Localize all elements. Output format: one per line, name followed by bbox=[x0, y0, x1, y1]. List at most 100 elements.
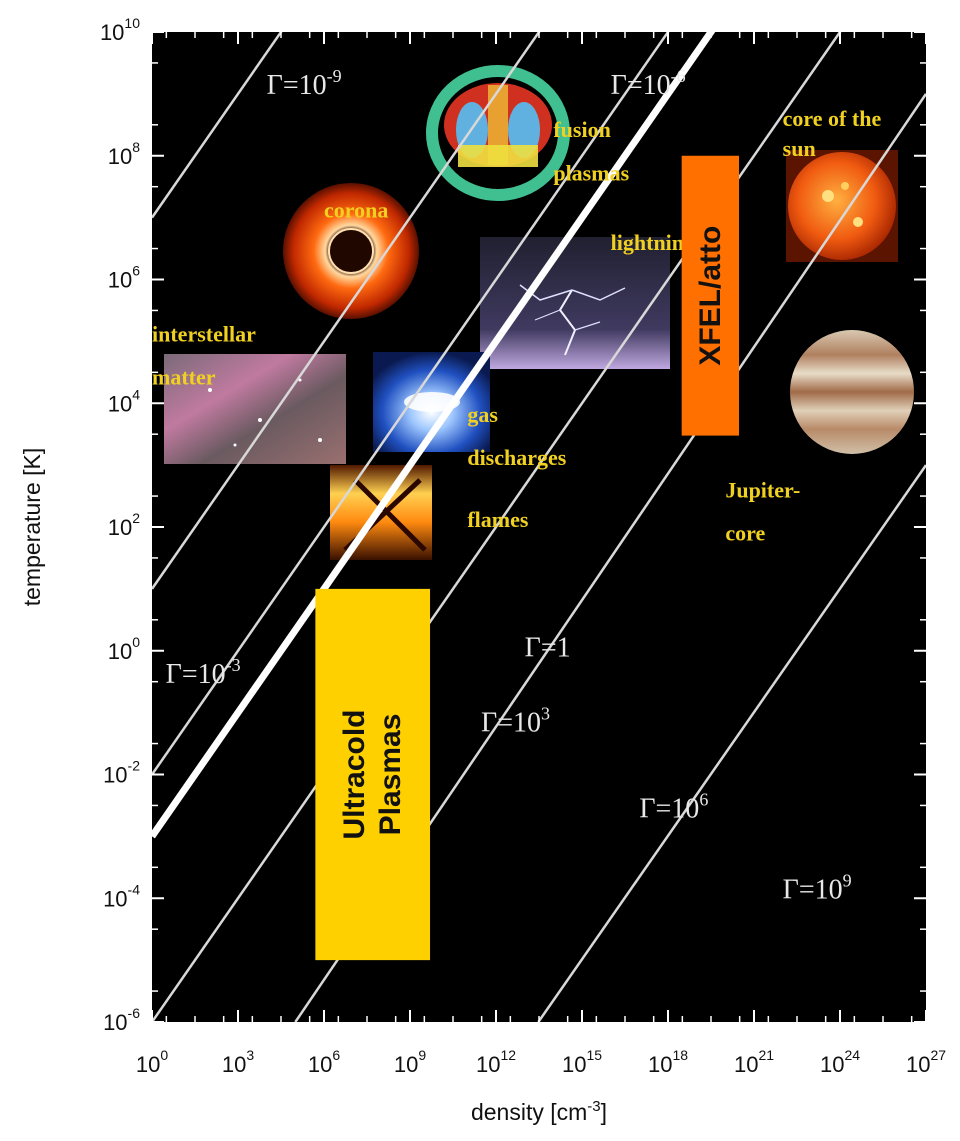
x-axis-ticks: 100 103 106 109 1012 1015 1018 1021 1024 1027 bbox=[136, 32, 946, 1077]
y-tick-base: 10 bbox=[108, 515, 132, 540]
y-tick-label-4: 102 bbox=[108, 510, 140, 540]
y-tick-label-8: 1010 bbox=[100, 15, 140, 45]
highlight-box-label-0-1: Plasmas bbox=[374, 714, 407, 836]
x-axis-label-sup: -3 bbox=[587, 1098, 600, 1115]
highlight-box-label-0-0: Ultracold bbox=[338, 709, 371, 839]
gamma-line-4 bbox=[152, 32, 842, 1022]
annotation-11: Jupiter- bbox=[725, 477, 800, 502]
y-tick-exp: 10 bbox=[124, 15, 140, 31]
y-tick-exp: -4 bbox=[128, 881, 141, 897]
gamma-line-2 bbox=[152, 32, 670, 776]
y-tick-label-1: 10-4 bbox=[103, 881, 140, 911]
annotation-0: corona bbox=[324, 198, 388, 223]
y-tick-base: 10 bbox=[100, 20, 124, 45]
gamma-label-3: Γ=1 bbox=[525, 633, 571, 664]
y-tick-exp: 0 bbox=[132, 634, 140, 650]
gamma-label-base: Γ=10 bbox=[481, 707, 541, 738]
y-tick-base: 10 bbox=[108, 144, 132, 169]
x-tick-label-5: 1015 bbox=[562, 1047, 602, 1077]
x-tick-exp: 9 bbox=[418, 1047, 426, 1063]
annotation-2: plasmas bbox=[553, 160, 629, 185]
annotation-3: core of the bbox=[783, 106, 882, 131]
gamma-label-base: Γ=10 bbox=[639, 794, 699, 825]
x-tick-label-4: 1012 bbox=[476, 1047, 516, 1077]
x-axis-label-main: density [cm bbox=[471, 1099, 587, 1125]
annotation-5: lightning bbox=[611, 230, 695, 255]
highlight-box-0 bbox=[315, 588, 431, 961]
gamma-label-exp: 3 bbox=[541, 703, 550, 723]
interstellar-matter-image bbox=[164, 354, 346, 464]
annotation-1: fusion bbox=[553, 117, 610, 142]
y-axis-label: temperature [K] bbox=[19, 448, 45, 607]
y-tick-exp: 2 bbox=[132, 510, 140, 526]
x-tick-base: 10 bbox=[906, 1052, 930, 1077]
x-tick-label-0: 100 bbox=[136, 1047, 168, 1077]
y-tick-label-3: 100 bbox=[108, 634, 140, 664]
x-tick-label-2: 106 bbox=[308, 1047, 340, 1077]
x-tick-exp: 6 bbox=[332, 1047, 340, 1063]
y-tick-exp: -6 bbox=[128, 1005, 141, 1021]
x-tick-label-8: 1024 bbox=[820, 1047, 860, 1077]
annotation-8: gas bbox=[467, 402, 498, 427]
annotation-10: flames bbox=[467, 507, 529, 532]
annotation-9: discharges bbox=[467, 445, 566, 470]
x-tick-exp: 3 bbox=[246, 1047, 254, 1063]
object-annotations: corona fusion plasmas core of the sun lightni… bbox=[152, 106, 881, 545]
x-tick-label-9: 1027 bbox=[906, 1047, 946, 1077]
lightning-image bbox=[480, 237, 670, 369]
gamma-label-1: Γ=10-6 bbox=[611, 66, 686, 101]
x-tick-base: 10 bbox=[820, 1052, 844, 1077]
annotation-12: core bbox=[725, 521, 765, 546]
x-tick-label-3: 109 bbox=[394, 1047, 426, 1077]
y-tick-base: 10 bbox=[108, 268, 132, 293]
annotation-4: sun bbox=[783, 136, 816, 161]
gamma-line-6 bbox=[537, 464, 926, 1022]
gamma-label-base: Γ=10 bbox=[611, 70, 671, 101]
gamma-label-exp: -9 bbox=[327, 66, 342, 86]
gamma-label-base: Γ=10 bbox=[166, 659, 226, 690]
x-tick-base: 10 bbox=[222, 1052, 246, 1077]
x-axis-label-close: ] bbox=[601, 1099, 607, 1125]
gamma-label-base: Γ=10 bbox=[783, 874, 843, 905]
x-tick-base: 10 bbox=[734, 1052, 758, 1077]
gamma-line-3 bbox=[152, 32, 716, 839]
annotation-7: matter bbox=[152, 365, 216, 390]
x-tick-label-1: 103 bbox=[222, 1047, 254, 1077]
gamma-label-4: Γ=103 bbox=[481, 703, 550, 738]
y-tick-label-5: 104 bbox=[108, 386, 140, 416]
x-tick-exp: 27 bbox=[930, 1047, 946, 1063]
x-tick-base: 10 bbox=[562, 1052, 586, 1077]
gamma-label-exp: 6 bbox=[699, 790, 708, 810]
axis-minor-ticks bbox=[152, 32, 926, 1022]
y-tick-base: 10 bbox=[108, 639, 132, 664]
jupiter-image bbox=[790, 330, 914, 454]
annotation-6: interstellar bbox=[152, 321, 256, 346]
x-tick-exp: 12 bbox=[500, 1047, 516, 1063]
x-tick-label-6: 1018 bbox=[648, 1047, 688, 1077]
sun-image bbox=[786, 150, 898, 262]
gamma-label-0: Γ=10-9 bbox=[267, 66, 342, 101]
y-tick-label-6: 106 bbox=[108, 263, 140, 293]
x-tick-base: 10 bbox=[648, 1052, 672, 1077]
gamma-label-exp: 9 bbox=[843, 870, 852, 890]
gamma-label-base: Γ=10 bbox=[267, 70, 327, 101]
x-tick-base: 10 bbox=[394, 1052, 418, 1077]
x-axis-label: density [cm-3] bbox=[471, 1098, 607, 1125]
y-tick-base: 10 bbox=[103, 763, 127, 788]
corona-image bbox=[282, 182, 420, 320]
illustrations bbox=[164, 65, 914, 560]
gamma-label-5: Γ=106 bbox=[639, 790, 708, 825]
highlight-box-1 bbox=[681, 155, 740, 436]
y-tick-exp: -2 bbox=[128, 758, 141, 774]
x-tick-exp: 24 bbox=[844, 1047, 860, 1063]
gamma-label-base: Γ=1 bbox=[525, 633, 571, 664]
x-tick-label-7: 1021 bbox=[734, 1047, 774, 1077]
highlight-boxes: Ultracold Plasmas XFEL/atto bbox=[315, 155, 740, 961]
y-tick-exp: 6 bbox=[132, 263, 140, 279]
y-tick-label-0: 10-6 bbox=[103, 1005, 140, 1035]
gamma-label-6: Γ=109 bbox=[783, 870, 852, 905]
x-tick-base: 10 bbox=[136, 1052, 160, 1077]
x-tick-exp: 21 bbox=[758, 1047, 774, 1063]
